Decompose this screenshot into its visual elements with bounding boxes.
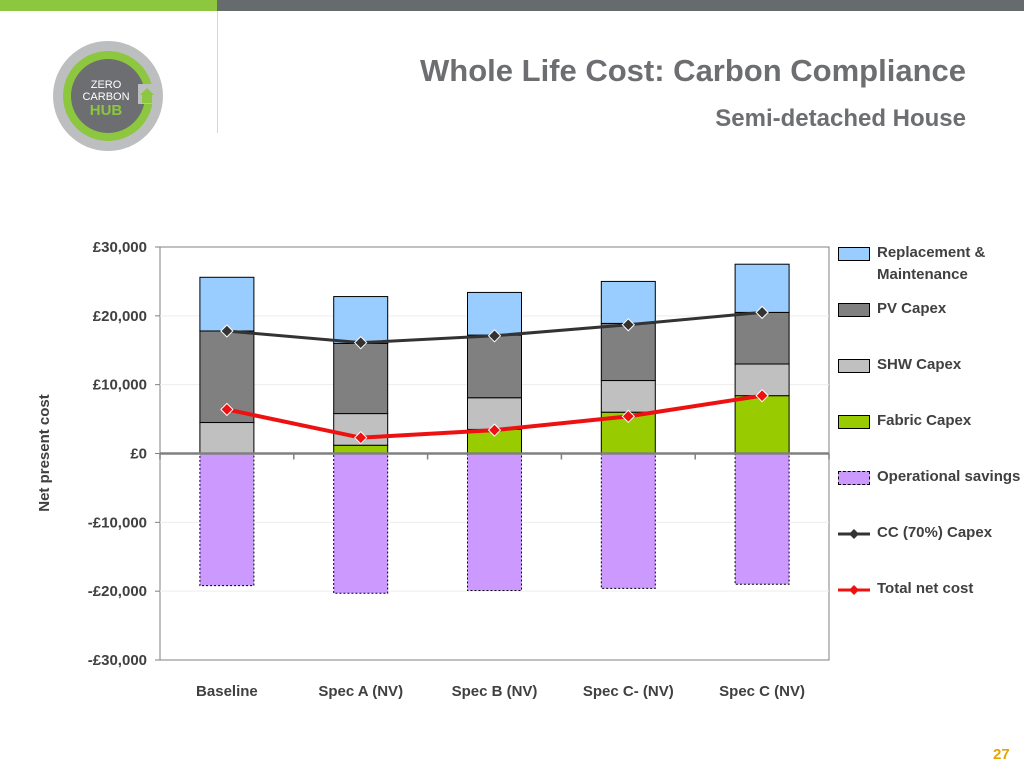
bar-shw-capex [199, 422, 255, 454]
legend-label: Fabric Capex [877, 412, 972, 429]
bar-shw-capex [600, 380, 656, 413]
legend-label: CC (70%) Capex [877, 524, 993, 541]
x-category-label: Spec B (NV) [452, 683, 538, 700]
marker-cc-70-capex [755, 305, 769, 320]
logo-text-hub: HUB [90, 102, 123, 119]
bar-pv-capex [734, 311, 790, 365]
bar-replacement-maintenance [734, 263, 790, 313]
bar-replacement-maintenance [199, 276, 255, 332]
marker-cc-70-capex [487, 329, 502, 343]
bar-operational-savings [333, 453, 389, 594]
house-icon [140, 88, 154, 103]
legend-item: Total net cost [838, 578, 1024, 600]
legend-swatch [838, 359, 870, 373]
legend-swatch [838, 247, 870, 261]
bar-pv-capex [467, 334, 522, 399]
legend-swatch [838, 471, 870, 485]
y-tick-label: -£30,000 [88, 652, 147, 669]
x-category-label: Spec A (NV) [318, 683, 403, 700]
bar-operational-savings [734, 453, 790, 585]
marker-cc-70-capex [220, 324, 234, 338]
slide-title: Whole Life Cost: Carbon Compliance [420, 53, 966, 88]
logo-text-zero: ZERO [91, 79, 122, 91]
top-bar [0, 0, 1024, 11]
legend-item: PV Capex [838, 298, 1024, 320]
marker-cc-70-capex [621, 318, 636, 332]
header-divider [217, 11, 218, 133]
marker-total-net-cost [755, 388, 769, 403]
marker-total-net-cost [353, 430, 368, 445]
legend-item: Fabric Capex [838, 410, 1024, 432]
top-bar-accent [0, 0, 217, 11]
bar-operational-savings [600, 453, 656, 589]
marker-total-net-cost [621, 409, 636, 424]
axis-labels: £30,000 £20,000 £10,000 £0 -£10,000 -£20,000 -… [36, 239, 805, 700]
y-tick-label: £20,000 [93, 308, 147, 325]
logo-text-carbon: CARBON [82, 91, 129, 103]
x-category-label: Spec C (NV) [719, 683, 805, 700]
logo-inner-disc [71, 59, 145, 133]
zero-carbon-hub-logo: ZERO CARBON HUB [53, 41, 163, 151]
y-tick-label: £10,000 [93, 377, 147, 394]
y-axis-title: Net present cost [36, 394, 53, 512]
legend-swatch [838, 303, 870, 317]
marker-total-net-cost [220, 402, 234, 417]
legend-label: SHW Capex [877, 356, 962, 373]
legend-item: Operational savings [838, 466, 1024, 488]
axes [155, 246, 830, 661]
bar-replacement-maintenance [600, 280, 656, 324]
legend-item: SHW Capex [838, 354, 1024, 376]
marker-total-net-cost [487, 423, 502, 437]
bar-pv-capex [333, 342, 389, 415]
bar-pv-capex [600, 322, 656, 382]
legend-label: Total net cost [877, 580, 974, 597]
legend-label: Replacement & Maintenance [877, 244, 986, 283]
y-tick-label: -£20,000 [88, 583, 147, 600]
bar-replacement-maintenance [467, 291, 522, 336]
legend-label: Operational savings [877, 468, 1021, 485]
slide-subtitle: Semi-detached House [715, 105, 966, 132]
x-category-label: Spec C- (NV) [583, 683, 674, 700]
lines [220, 305, 769, 445]
bars [199, 263, 790, 594]
page-number: 27 [993, 746, 1010, 763]
legend-item: Replacement & Maintenance [838, 242, 1024, 286]
bar-operational-savings [199, 453, 255, 587]
legend-label: PV Capex [877, 300, 947, 317]
legend-swatch [838, 415, 870, 429]
legend-swatch [838, 527, 870, 541]
x-category-label: Baseline [196, 683, 258, 700]
legend-swatch [838, 583, 870, 597]
legend-item: CC (70%) Capex [838, 522, 1024, 544]
bar-fabric-capex [734, 395, 790, 454]
bar-pv-capex [199, 330, 255, 424]
marker-cc-70-capex [353, 335, 368, 350]
bar-operational-savings [467, 453, 522, 591]
bar-replacement-maintenance [333, 296, 389, 344]
y-tick-label: -£10,000 [88, 514, 147, 531]
y-tick-label: £0 [130, 446, 147, 463]
y-tick-label: £30,000 [93, 239, 147, 256]
